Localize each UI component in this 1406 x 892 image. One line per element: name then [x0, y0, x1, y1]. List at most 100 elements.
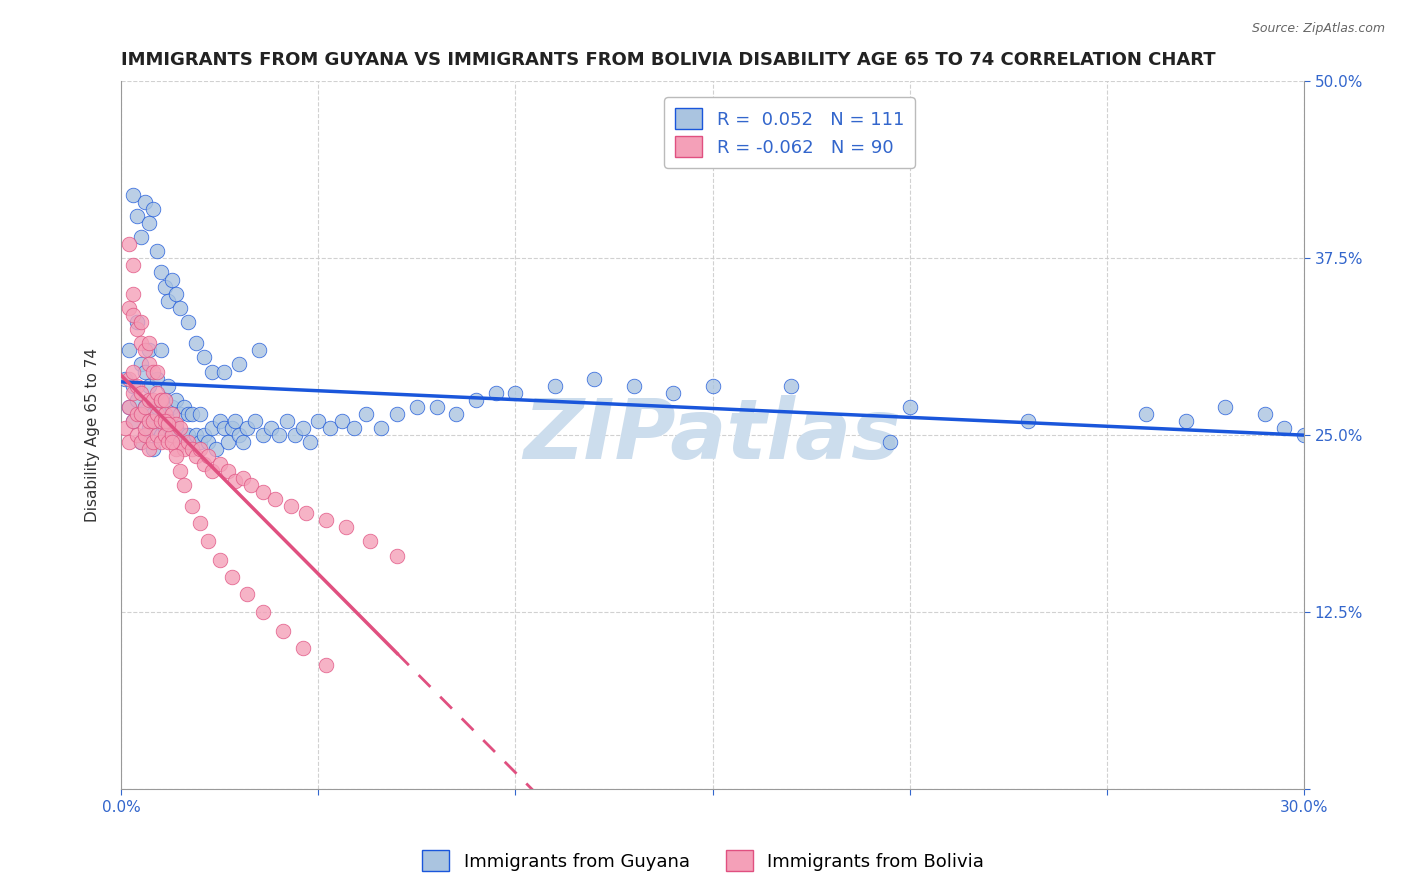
Point: [280, 499, 302, 513]
Point: [157, 414, 180, 428]
Point: [142, 435, 165, 450]
Point: [204, 442, 226, 457]
Point: [125, 392, 148, 407]
Point: [240, 477, 263, 491]
Point: [149, 265, 172, 279]
Point: [224, 474, 246, 488]
Point: [1272, 421, 1295, 435]
Point: [212, 421, 235, 435]
Point: [217, 464, 239, 478]
Point: [276, 414, 298, 428]
Point: [142, 392, 165, 407]
Point: [138, 421, 160, 435]
Point: [343, 421, 366, 435]
Point: [122, 378, 145, 392]
Point: [232, 471, 254, 485]
Point: [162, 407, 184, 421]
Point: [129, 230, 152, 244]
Point: [702, 378, 724, 392]
Point: [165, 392, 187, 407]
Point: [208, 414, 231, 428]
Point: [114, 371, 136, 385]
Point: [485, 385, 508, 400]
Point: [122, 414, 145, 428]
Point: [1312, 421, 1334, 435]
Point: [291, 421, 314, 435]
Point: [134, 400, 156, 414]
Point: [118, 435, 141, 450]
Point: [260, 421, 283, 435]
Point: [330, 414, 353, 428]
Point: [1253, 407, 1275, 421]
Point: [335, 520, 357, 534]
Point: [153, 392, 176, 407]
Point: [142, 414, 165, 428]
Point: [157, 378, 180, 392]
Text: Source: ZipAtlas.com: Source: ZipAtlas.com: [1251, 22, 1385, 36]
Point: [184, 428, 207, 442]
Legend: Immigrants from Guyana, Immigrants from Bolivia: Immigrants from Guyana, Immigrants from …: [415, 843, 991, 879]
Point: [169, 407, 191, 421]
Point: [221, 421, 243, 435]
Point: [1135, 407, 1157, 421]
Point: [232, 435, 254, 450]
Point: [385, 549, 408, 563]
Point: [173, 442, 195, 457]
Point: [252, 428, 274, 442]
Point: [125, 322, 148, 336]
Point: [142, 442, 165, 457]
Point: [157, 293, 180, 308]
Point: [224, 414, 246, 428]
Point: [162, 428, 184, 442]
Point: [188, 435, 211, 450]
Point: [315, 657, 337, 672]
Point: [145, 371, 167, 385]
Point: [145, 385, 167, 400]
Point: [780, 378, 803, 392]
Point: [385, 407, 408, 421]
Point: [125, 407, 148, 421]
Point: [188, 516, 211, 530]
Point: [299, 435, 322, 450]
Point: [134, 400, 156, 414]
Point: [129, 435, 152, 450]
Point: [544, 378, 567, 392]
Point: [465, 392, 488, 407]
Point: [177, 407, 200, 421]
Point: [165, 450, 187, 464]
Point: [149, 343, 172, 358]
Point: [157, 417, 180, 431]
Point: [145, 244, 167, 259]
Point: [162, 272, 184, 286]
Point: [898, 400, 921, 414]
Point: [319, 421, 342, 435]
Point: [122, 259, 145, 273]
Point: [129, 336, 152, 351]
Point: [208, 553, 231, 567]
Y-axis label: Disability Age 65 to 74: Disability Age 65 to 74: [86, 348, 100, 522]
Point: [122, 365, 145, 379]
Point: [264, 491, 287, 506]
Point: [165, 442, 187, 457]
Point: [879, 435, 901, 450]
Point: [236, 421, 259, 435]
Point: [134, 194, 156, 209]
Point: [446, 407, 468, 421]
Point: [125, 209, 148, 223]
Point: [149, 414, 172, 428]
Point: [169, 464, 191, 478]
Point: [188, 442, 211, 457]
Point: [177, 315, 200, 329]
Point: [142, 365, 165, 379]
Point: [165, 417, 187, 431]
Point: [181, 499, 204, 513]
Point: [177, 428, 200, 442]
Point: [149, 435, 172, 450]
Point: [138, 216, 160, 230]
Point: [122, 286, 145, 301]
Point: [212, 365, 235, 379]
Point: [228, 358, 250, 372]
Point: [169, 435, 191, 450]
Point: [184, 336, 207, 351]
Point: [193, 428, 215, 442]
